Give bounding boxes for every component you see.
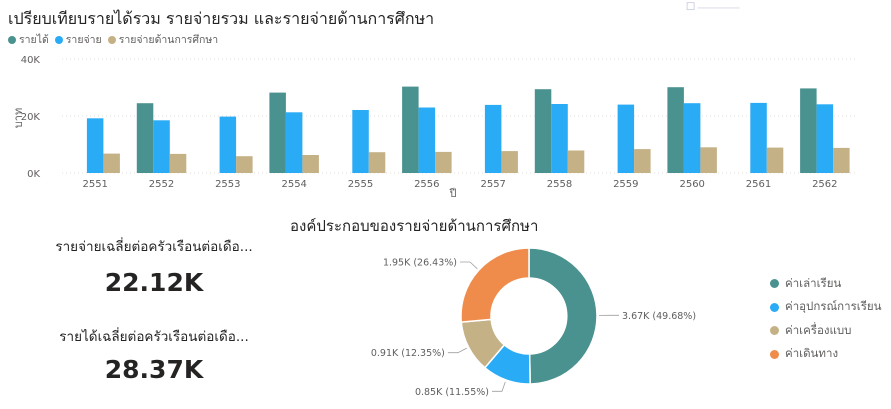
donut-labels: 3.67K (49.68%) 0.85K (11.55%) 0.91K (12.35… [371, 258, 696, 398]
bar-รายจ่าย-2554[interactable] [285, 112, 303, 173]
x-tick-label: 2559 [613, 179, 638, 190]
bar-รายจ่าย-2561[interactable] [750, 102, 767, 173]
bar-รายได้-2554[interactable] [269, 92, 286, 173]
bar-รายจ่าย-2557[interactable] [484, 104, 502, 173]
legend-dot-icon [770, 349, 779, 359]
bar-รายจ่าย-2551[interactable] [86, 118, 104, 173]
donut-legend-item-travel[interactable]: ค่าเดินทาง [770, 343, 881, 367]
legend-label: ค่าเครื่องแบบ [785, 322, 852, 337]
visual-header-icon[interactable] [681, 0, 751, 14]
donut-leader-line [447, 347, 467, 354]
x-tick-label: 2562 [812, 179, 837, 190]
legend-label: ค่าเดินทาง [785, 346, 839, 361]
bar-รายจ่ายด้านการศึกษา-2552[interactable] [169, 153, 187, 173]
legend-dot-icon [770, 302, 779, 312]
legend-dot-icon [107, 35, 116, 44]
x-tick-label: 2553 [215, 179, 240, 190]
y-tick-label: 40K [21, 55, 41, 66]
legend-item-income[interactable]: รายได้ [8, 31, 49, 48]
bar-รายจ่ายด้านการศึกษา-2551[interactable] [103, 153, 120, 173]
donut-data-label: 1.95K (26.43%) [383, 258, 457, 269]
bar-รายจ่าย-2558[interactable] [551, 104, 568, 173]
bar-chart-title: เปรียบเทียบรายได้รวม รายจ่ายรวม และรายจ่… [8, 9, 435, 28]
bar-รายได้-2560[interactable] [667, 87, 684, 173]
legend-dot-icon [770, 279, 779, 289]
legend-label: รายจ่ายด้านการศึกษา [118, 34, 219, 46]
bar-รายจ่ายด้านการศึกษา-2555[interactable] [368, 152, 386, 173]
donut-chart: 3.67K (49.68%) 0.85K (11.55%) 0.91K (12.35… [371, 247, 696, 398]
donut-leader-line [492, 381, 506, 392]
bar-grid [62, 58, 858, 174]
x-tick-label: 2560 [679, 179, 704, 190]
bar-รายจ่าย-2562[interactable] [816, 104, 834, 173]
donut-data-label: 0.91K (12.35%) [371, 348, 445, 359]
x-tick-label: 2551 [82, 179, 107, 190]
card-avg-income-value: 28.37K [104, 355, 204, 384]
bar-รายจ่ายด้านการศึกษา-2556[interactable] [435, 151, 452, 173]
card-avg-expense-value: 22.12K [104, 268, 204, 297]
bar-รายได้-2556[interactable] [402, 86, 419, 173]
bar-chart-legend: รายได้ รายจ่าย รายจ่ายด้านการศึกษา [8, 31, 218, 48]
donut-slice-ค่าเล่าเรียน[interactable] [528, 247, 598, 385]
bar-รายจ่ายด้านการศึกษา-2554[interactable] [302, 155, 319, 173]
legend-item-education-expense[interactable]: รายจ่ายด้านการศึกษา [107, 31, 219, 48]
bar-x-axis-label: ปี [448, 187, 456, 200]
legend-label: รายได้ [19, 34, 49, 46]
donut-data-label: 3.67K (49.68%) [622, 311, 696, 322]
bar-รายจ่ายด้านการศึกษา-2561[interactable] [766, 147, 784, 173]
card-avg-income-label: รายได้เฉลี่ยต่อครัวเรือนต่อเดือ... [59, 329, 249, 345]
x-tick-label: 2556 [414, 179, 439, 190]
bar-รายจ่ายด้านการศึกษา-2559[interactable] [634, 149, 651, 173]
x-tick-label: 2555 [348, 179, 373, 190]
x-tick-label: 2558 [547, 179, 572, 190]
bar-รายจ่าย-2552[interactable] [153, 120, 170, 173]
bar-รายได้-2552[interactable] [136, 103, 154, 173]
x-tick-label: 2554 [281, 179, 306, 190]
legend-dot-icon [8, 35, 16, 44]
legend-label: ค่าเล่าเรียน [785, 275, 842, 290]
bar-รายจ่ายด้านการศึกษา-2557[interactable] [501, 151, 518, 173]
donut-legend-item-uniform[interactable]: ค่าเครื่องแบบ [770, 319, 881, 343]
legend-label: ค่าอุปกรณ์การเรียน [785, 299, 882, 314]
bar-รายจ่าย-2559[interactable] [617, 104, 635, 173]
donut-leader-line [460, 261, 478, 270]
bar-marks [86, 86, 850, 174]
bar-รายจ่ายด้านการศึกษา-2558[interactable] [567, 150, 585, 174]
donut-legend-item-tuition[interactable]: ค่าเล่าเรียน [770, 272, 881, 296]
bar-รายจ่าย-2560[interactable] [683, 103, 701, 173]
bar-รายได้-2562[interactable] [800, 88, 817, 173]
bar-รายได้-2558[interactable] [534, 89, 552, 173]
donut-slices [460, 247, 598, 385]
legend-dot-icon [54, 35, 63, 44]
bar-รายจ่าย-2555[interactable] [352, 110, 369, 173]
bar-รายจ่ายด้านการศึกษา-2562[interactable] [833, 147, 850, 173]
donut-data-label: 0.85K (11.55%) [415, 387, 489, 398]
y-tick-label: 20K [21, 112, 41, 123]
donut-legend-item-supplies[interactable]: ค่าอุปกรณ์การเรียน [770, 296, 881, 320]
legend-label: รายจ่าย [65, 34, 102, 46]
bar-รายจ่ายด้านการศึกษา-2553[interactable] [236, 156, 253, 173]
bar-x-ticks: 2551 2552 2553 2554 2555 2556 2557 2558 2559 2560… [82, 179, 837, 190]
bar-y-axis-label: บาท [12, 108, 25, 128]
legend-dot-icon [770, 326, 779, 336]
bar-รายจ่ายด้านการศึกษา-2560[interactable] [700, 147, 717, 173]
y-tick-label: 0K [27, 169, 40, 180]
bar-รายจ่าย-2556[interactable] [418, 107, 436, 174]
bar-y-ticks: 0K 20K 40K [21, 55, 41, 180]
donut-slice-ค่าเดินทาง[interactable] [460, 247, 530, 323]
donut-chart-title: องค์ประกอบของรายจ่ายด้านการศึกษา [290, 217, 539, 235]
x-tick-label: 2557 [480, 179, 505, 190]
donut-legend: ค่าเล่าเรียน ค่าอุปกรณ์การเรียน ค่าเครื่… [770, 272, 881, 366]
bar-รายจ่าย-2553[interactable] [219, 116, 237, 173]
legend-item-expense[interactable]: รายจ่าย [54, 31, 102, 48]
card-avg-expense-label: รายจ่ายเฉลี่ยต่อครัวเรือนต่อเดือ... [55, 239, 253, 255]
x-tick-label: 2561 [746, 179, 771, 190]
x-tick-label: 2552 [149, 179, 174, 190]
